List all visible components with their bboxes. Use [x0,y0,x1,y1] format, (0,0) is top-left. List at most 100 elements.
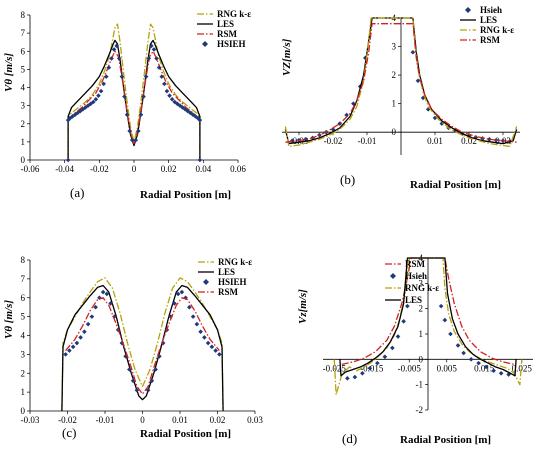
legend-label: HSIEH [217,39,246,49]
data-point [167,93,172,98]
data-point [93,96,99,102]
x-tick-label: 0.02 [461,136,477,146]
panel-label: (b) [340,172,355,187]
y-tick-label: 1 [21,137,26,147]
data-point [127,367,132,372]
data-point [133,137,139,143]
y-axis-title: Vθ [m/s] [3,300,15,339]
data-point [143,74,149,79]
x-tick-label: 0.04 [195,164,211,174]
data-point [96,93,101,98]
data-point [149,43,154,49]
x-tick-label: 0.01 [172,415,188,425]
data-point [164,88,170,94]
y-tick-label: 6 [21,293,26,303]
legend-label: LES [218,267,235,277]
series-line [285,23,517,143]
data-point [119,74,125,79]
panel-label: (c) [62,425,76,440]
x-tick-label: 0.02 [161,164,177,174]
legend-marker [202,41,208,47]
x-tick-label: -0.02 [90,164,109,174]
data-point [151,47,157,52]
y-tick-label: 4 [21,331,26,341]
series-line [61,277,224,412]
data-point [468,357,474,362]
data-point [194,321,200,327]
data-point [67,348,72,353]
data-point [127,128,132,134]
legend-label: RSM [480,35,501,45]
data-point [367,365,373,371]
y-axis-title: Vθ [m/s] [3,53,15,92]
y-tick-label: 5 [21,64,26,74]
legend-label: RNG k-ε [217,9,251,19]
data-point [111,47,117,52]
y-tick-label: 2 [21,368,26,378]
y-tick-label: 4 [21,83,26,93]
x-axis-title: Radial Position [m] [400,434,491,446]
data-point [172,301,177,306]
data-point [97,295,102,301]
legend-label: LES [405,295,422,305]
data-point [352,374,358,380]
legend-label: RNG k-ε [405,283,439,293]
x-tick-label: 0 [140,415,145,425]
y-tick-label: 2 [419,304,424,314]
data-point [487,137,492,142]
data-point [345,376,350,381]
x-tick-label: 0.005 [437,363,458,373]
x-axis-title: Radial Position [m] [410,179,501,191]
data-point [70,344,76,350]
data-point [198,329,203,335]
data-point [162,81,167,87]
chart-panel-a: -0.06 -0.04 -0.02 0 0.02 0.04 0.06 0 1 2 3 4 5 6 7 8 RNG… [3,9,251,201]
data-point [104,291,110,297]
x-tick-label: 0.025 [512,363,533,373]
data-point [395,334,401,339]
y-tick-label: 8 [21,10,26,20]
data-point [455,343,461,348]
x-axis-title: Radial Position [m] [140,428,231,440]
data-point [491,368,496,374]
y-tick-label: 3 [21,101,26,111]
data-point [65,157,71,163]
x-tick-label: -0.02 [324,136,343,146]
data-point [448,331,453,337]
series-line [61,284,224,412]
y-tick-label: 1 [419,329,424,339]
data-point [390,345,395,351]
chart-panel-d: -0.025-0.015-0.0050.0050.0150.025-2-1012… [297,253,533,446]
series-line [67,23,201,160]
y-tick-label: 0 [21,406,26,416]
data-point [123,353,128,359]
y-tick-label: 1 [392,99,397,109]
data-point [141,94,146,99]
x-tick-label: 0.01 [427,136,443,146]
y-tick-label: 7 [21,274,26,284]
panel-label: (d) [342,431,357,446]
data-point [289,138,295,144]
legend-label: LES [217,19,234,29]
x-tick-label: 0.06 [230,164,246,174]
data-point [136,128,141,134]
data-point [363,55,368,61]
data-point [202,335,207,340]
data-point [438,303,444,309]
data-point [190,112,196,117]
data-point [375,360,380,366]
legend-label: HSIEH [218,277,247,287]
data-point [100,289,106,295]
data-point [159,74,165,79]
data-point [410,49,416,55]
x-tick-label: -0.06 [21,164,40,174]
legend-label: RNG k-ε [480,25,514,35]
data-point [101,81,106,87]
data-point [157,353,162,359]
data-point [303,137,309,142]
data-point [405,303,410,309]
legend-marker [465,7,471,13]
data-point [197,117,203,123]
y-tick-label: 8 [21,255,26,265]
data-point [129,137,135,143]
